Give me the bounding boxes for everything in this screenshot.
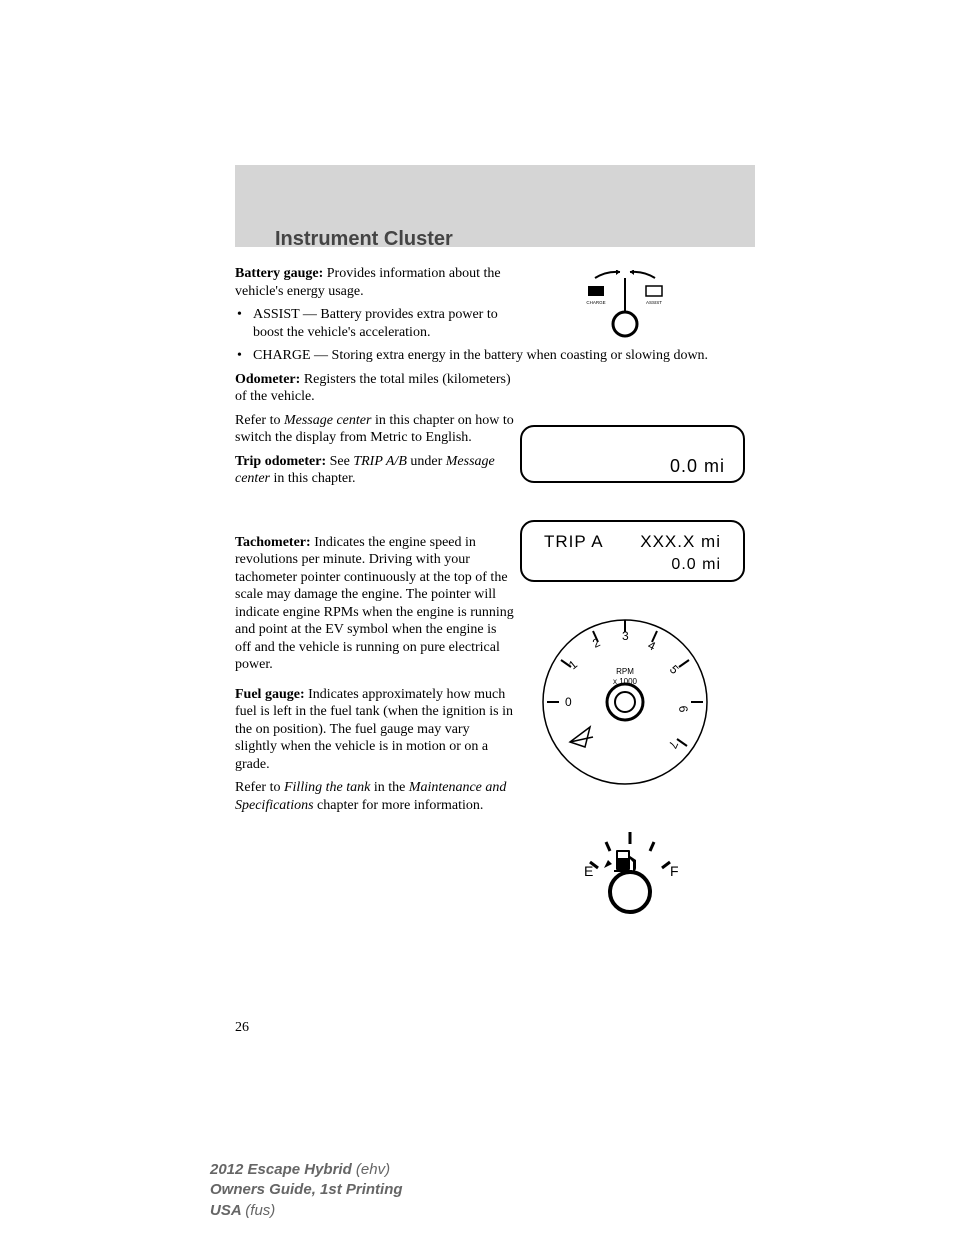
fuel-gauge-icon: E F bbox=[570, 820, 690, 920]
tachometer-icon: 0 1 2 3 4 5 6 7 RPM x 1000 bbox=[535, 612, 715, 792]
svg-text:5: 5 bbox=[667, 662, 682, 677]
trip-a-label: TRIP A bbox=[544, 532, 604, 552]
odometer-display-icon: 0.0 mi bbox=[520, 425, 745, 483]
odometer-label: Odometer: bbox=[235, 372, 300, 387]
svg-text:2: 2 bbox=[590, 635, 602, 651]
charge-label: CHARGE bbox=[586, 300, 605, 305]
trip-text-b: TRIP A/B bbox=[353, 454, 407, 469]
svg-text:6: 6 bbox=[676, 705, 691, 713]
battery-para: Battery gauge: Provides information abou… bbox=[235, 265, 515, 300]
trip-text-e: in this chapter. bbox=[270, 471, 356, 486]
battery-label: Battery gauge: bbox=[235, 266, 323, 281]
fuel-label: Fuel gauge: bbox=[235, 687, 305, 702]
trip-text-c: under bbox=[407, 454, 446, 469]
battery-bullets-2: CHARGE — Storing extra energy in the bat… bbox=[235, 347, 755, 365]
tach-label: Tachometer: bbox=[235, 535, 311, 550]
battery-bullets: ASSIST — Battery provides extra power to… bbox=[235, 306, 515, 341]
odo-value: 0.0 mi bbox=[670, 456, 725, 477]
trip-value: XXX.X mi bbox=[640, 532, 721, 552]
footer-line1: 2012 Escape Hybrid (ehv) bbox=[210, 1160, 403, 1180]
odo-note-a: Refer to bbox=[235, 413, 284, 428]
svg-text:RPM: RPM bbox=[616, 667, 634, 676]
svg-text:F: F bbox=[670, 863, 679, 879]
fuel-note-e: chapter for more information. bbox=[314, 798, 484, 813]
battery-bullet-assist: ASSIST — Battery provides extra power to… bbox=[253, 306, 515, 341]
assist-label: ASSIST bbox=[646, 300, 662, 305]
tach-text: Indicates the engine speed in revolution… bbox=[235, 535, 514, 673]
trip-label: Trip odometer: bbox=[235, 454, 326, 469]
footer-line2: Owners Guide, 1st Printing bbox=[210, 1180, 403, 1200]
battery-gauge-icon: CHARGE ASSIST bbox=[580, 270, 670, 345]
section-title: Instrument Cluster bbox=[275, 228, 453, 251]
odometer-note: Refer to Message center in this chapter … bbox=[235, 412, 515, 447]
document-page: Instrument Cluster Battery gauge: Provid… bbox=[0, 0, 954, 1235]
battery-bullet-charge: CHARGE — Storing extra energy in the bat… bbox=[253, 347, 755, 365]
fuel-note-a: Refer to bbox=[235, 780, 284, 795]
footer-line3: USA (fus) bbox=[210, 1201, 403, 1221]
document-footer: 2012 Escape Hybrid (ehv) Owners Guide, 1… bbox=[210, 1160, 403, 1221]
trip-para: Trip odometer: See TRIP A/B under Messag… bbox=[235, 453, 515, 488]
odo-note-b: Message center bbox=[284, 413, 371, 428]
svg-text:E: E bbox=[584, 863, 593, 879]
svg-text:1: 1 bbox=[566, 657, 580, 672]
fuel-para: Fuel gauge: Indicates approximately how … bbox=[235, 686, 515, 774]
fuel-note-c: in the bbox=[370, 780, 409, 795]
page-number: 26 bbox=[235, 1020, 249, 1036]
trip-sub: 0.0 mi bbox=[671, 556, 721, 574]
svg-text:4: 4 bbox=[646, 638, 658, 654]
trip-text-a: See bbox=[326, 454, 353, 469]
trip-display-icon: TRIP A XXX.X mi 0.0 mi bbox=[520, 520, 745, 582]
tach-para: Tachometer: Indicates the engine speed i… bbox=[235, 534, 515, 674]
svg-text:3: 3 bbox=[622, 629, 629, 643]
odometer-para: Odometer: Registers the total miles (kil… bbox=[235, 371, 515, 406]
fuel-note-b: Filling the tank bbox=[284, 780, 370, 795]
svg-text:0: 0 bbox=[565, 695, 572, 709]
fuel-note: Refer to Filling the tank in the Mainten… bbox=[235, 779, 515, 814]
